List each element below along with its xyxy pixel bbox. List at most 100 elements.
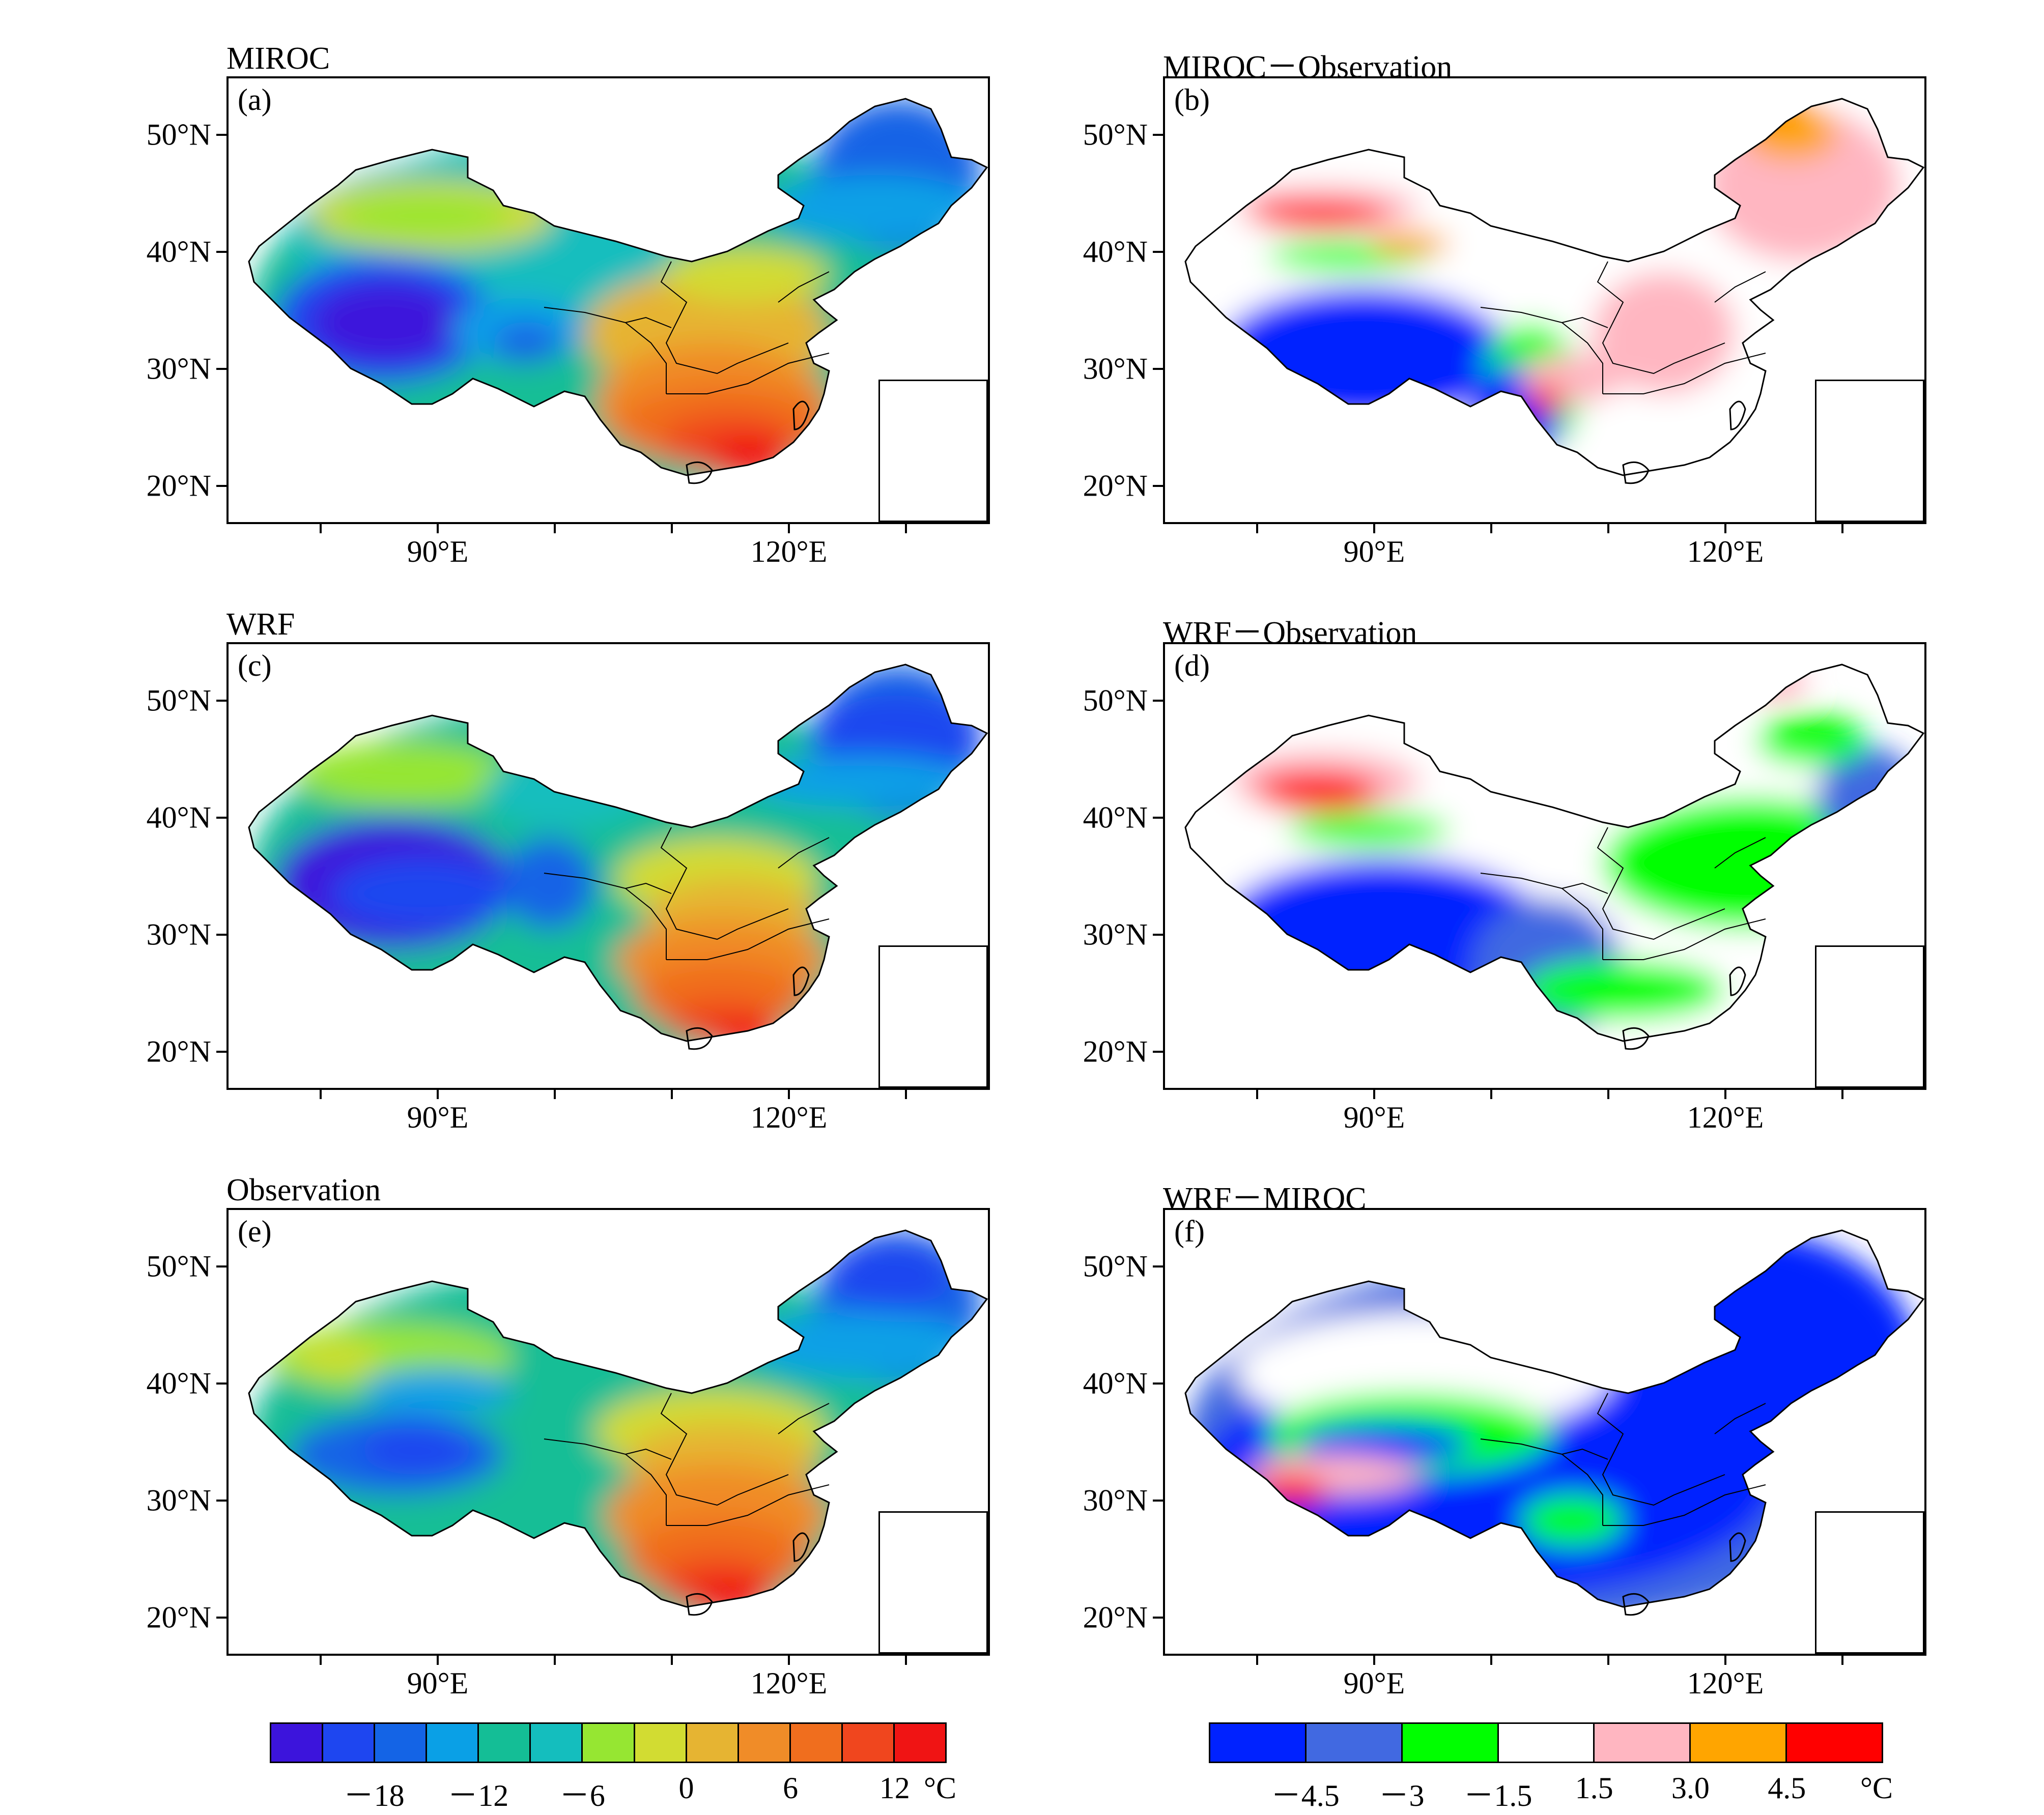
basin-boundary bbox=[666, 918, 830, 960]
basin-boundary bbox=[1562, 316, 1608, 328]
y-tick-label: 20°N bbox=[1083, 1034, 1148, 1069]
island-outline bbox=[686, 461, 713, 484]
x-tick bbox=[788, 1656, 790, 1665]
x-tick-label: 90°E bbox=[1343, 1666, 1405, 1700]
x-tick bbox=[788, 1090, 790, 1099]
field-blob bbox=[330, 858, 514, 929]
x-tick bbox=[1373, 1090, 1375, 1099]
y-tick bbox=[1153, 1265, 1163, 1267]
china-map bbox=[248, 664, 988, 1050]
y-tick bbox=[216, 1051, 226, 1053]
panel-label: (d) bbox=[1174, 649, 1210, 682]
panel-title: MIROC bbox=[226, 41, 330, 76]
colorbar-label: 0 bbox=[678, 1771, 694, 1805]
y-tick bbox=[1153, 934, 1163, 936]
basin-boundary bbox=[1714, 837, 1766, 869]
country-outline bbox=[1184, 98, 1924, 476]
x-tick bbox=[437, 1656, 439, 1665]
y-tick bbox=[216, 1265, 226, 1267]
map-frame: (d) bbox=[1163, 642, 1926, 1090]
y-tick-label: 30°N bbox=[146, 352, 211, 386]
x-tick bbox=[554, 1090, 556, 1099]
china-map bbox=[248, 98, 988, 484]
map-frame: (e) bbox=[226, 1208, 990, 1656]
field-blob bbox=[503, 838, 595, 929]
map-frame: (b) bbox=[1163, 76, 1926, 524]
south-china-sea-inset bbox=[1815, 380, 1924, 522]
colorbar-box bbox=[1691, 1724, 1787, 1762]
y-tick-label: 50°N bbox=[1083, 118, 1148, 152]
field-blob bbox=[310, 282, 463, 363]
colorbar-label: 12 bbox=[879, 1771, 910, 1805]
x-tick bbox=[671, 1090, 673, 1099]
colorbar-box bbox=[1210, 1724, 1307, 1762]
colorbar-box bbox=[635, 1724, 687, 1762]
colorbar-temperature-unit: °C bbox=[924, 1771, 957, 1805]
basin-boundary bbox=[1714, 271, 1766, 303]
field-layer bbox=[1185, 1230, 1918, 1607]
x-tick bbox=[554, 524, 556, 533]
south-china-sea-inset bbox=[1815, 945, 1924, 1088]
basin-boundary bbox=[1597, 1393, 1725, 1506]
x-tick bbox=[437, 1090, 439, 1099]
basin-boundary bbox=[625, 882, 672, 894]
colorbar-box bbox=[323, 1724, 376, 1762]
field-blob bbox=[1531, 384, 1562, 414]
colorbar-box bbox=[790, 1724, 843, 1762]
colorbar-label: 3.0 bbox=[1671, 1771, 1710, 1805]
basin-boundary bbox=[1562, 882, 1608, 894]
y-tick bbox=[1153, 700, 1163, 702]
x-tick bbox=[320, 1656, 322, 1665]
field-blob bbox=[809, 695, 982, 776]
y-tick bbox=[1153, 251, 1163, 253]
x-tick bbox=[1256, 1090, 1258, 1099]
x-tick bbox=[1490, 524, 1492, 533]
field-blob bbox=[335, 195, 514, 236]
country-outline bbox=[248, 98, 988, 476]
x-tick-label: 120°E bbox=[1687, 1666, 1764, 1700]
x-tick bbox=[437, 524, 439, 533]
basin-boundary bbox=[544, 1438, 667, 1525]
x-tick bbox=[1841, 1090, 1843, 1099]
colorbar-box bbox=[1306, 1724, 1403, 1762]
y-tick bbox=[216, 1617, 226, 1619]
field-blob bbox=[1257, 771, 1379, 812]
basin-boundary bbox=[660, 261, 789, 374]
island-outline bbox=[1729, 1532, 1746, 1562]
colorbar-box bbox=[479, 1724, 531, 1762]
field-layer bbox=[1185, 99, 1908, 475]
x-tick bbox=[788, 524, 790, 533]
x-tick-label: 90°E bbox=[407, 1101, 469, 1134]
x-tick bbox=[671, 524, 673, 533]
x-tick bbox=[1373, 1656, 1375, 1665]
x-tick bbox=[905, 1090, 907, 1099]
basin-boundary bbox=[666, 1484, 830, 1526]
china-map bbox=[1184, 1229, 1924, 1616]
south-china-sea-inset bbox=[878, 380, 988, 522]
basin-boundary bbox=[666, 353, 830, 394]
y-tick-label: 40°N bbox=[146, 800, 211, 834]
field-blob bbox=[1297, 1424, 1470, 1464]
y-tick bbox=[216, 934, 226, 936]
x-tick bbox=[1724, 1090, 1726, 1099]
panel-f-wrf-minus-miroc: WRF－MIROC (f) 50°N 40°N 30°N 20°N 90°E 120°E bbox=[1083, 1182, 1926, 1700]
basin-boundary bbox=[544, 307, 667, 394]
country-outline bbox=[248, 664, 988, 1042]
y-tick bbox=[1153, 1500, 1163, 1502]
panel-e-observation: Observation (e) 50°N 40°N 30°N 20°N 90°E 120°… bbox=[147, 1173, 990, 1700]
x-tick bbox=[320, 524, 322, 533]
panel-label: (b) bbox=[1174, 83, 1210, 117]
island-outline bbox=[1622, 1593, 1650, 1616]
basin-boundary bbox=[625, 1448, 672, 1460]
field-blob bbox=[1755, 715, 1867, 766]
island-outline bbox=[686, 1593, 713, 1616]
colorbar-box bbox=[1402, 1724, 1499, 1762]
x-tick-label: 120°E bbox=[1687, 535, 1764, 568]
x-tick bbox=[671, 1656, 673, 1665]
colorbar-difference-unit: °C bbox=[1860, 1771, 1893, 1805]
field-blob bbox=[829, 1241, 951, 1312]
x-tick bbox=[1490, 1090, 1492, 1099]
y-tick-label: 20°N bbox=[146, 1600, 211, 1634]
island-outline bbox=[1729, 400, 1746, 430]
y-tick bbox=[216, 1382, 226, 1385]
